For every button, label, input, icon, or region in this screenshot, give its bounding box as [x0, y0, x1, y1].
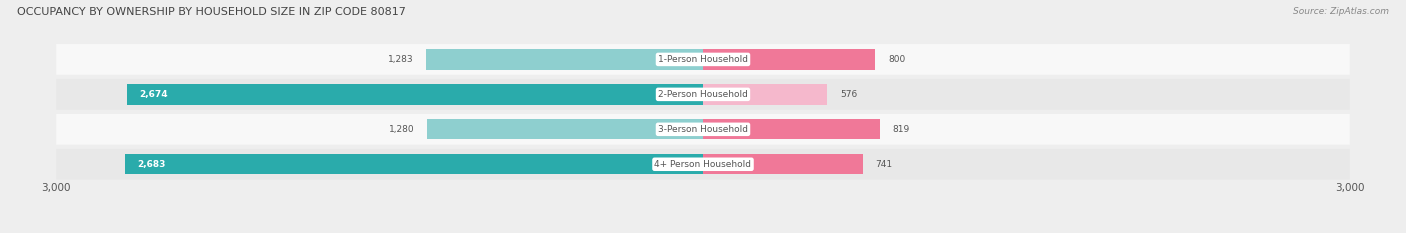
Text: 4+ Person Household: 4+ Person Household [655, 160, 751, 169]
Text: 1,283: 1,283 [388, 55, 413, 64]
Text: 819: 819 [893, 125, 910, 134]
Bar [427, 119, 703, 139]
Text: 2,683: 2,683 [138, 160, 166, 169]
Bar [125, 154, 703, 174]
FancyBboxPatch shape [56, 44, 1350, 75]
Bar [703, 84, 827, 105]
Bar [703, 49, 876, 69]
Text: 3-Person Household: 3-Person Household [658, 125, 748, 134]
Text: 1,280: 1,280 [388, 125, 415, 134]
Text: 800: 800 [889, 55, 905, 64]
Bar [127, 84, 703, 105]
FancyBboxPatch shape [56, 114, 1350, 145]
Bar [703, 154, 863, 174]
Text: OCCUPANCY BY OWNERSHIP BY HOUSEHOLD SIZE IN ZIP CODE 80817: OCCUPANCY BY OWNERSHIP BY HOUSEHOLD SIZE… [17, 7, 406, 17]
FancyBboxPatch shape [56, 149, 1350, 180]
Text: 576: 576 [841, 90, 858, 99]
FancyBboxPatch shape [56, 79, 1350, 110]
Text: 1-Person Household: 1-Person Household [658, 55, 748, 64]
Text: Source: ZipAtlas.com: Source: ZipAtlas.com [1294, 7, 1389, 16]
Text: 741: 741 [876, 160, 893, 169]
Text: 2,674: 2,674 [139, 90, 169, 99]
Bar [426, 49, 703, 69]
Text: 2-Person Household: 2-Person Household [658, 90, 748, 99]
Bar [703, 119, 880, 139]
